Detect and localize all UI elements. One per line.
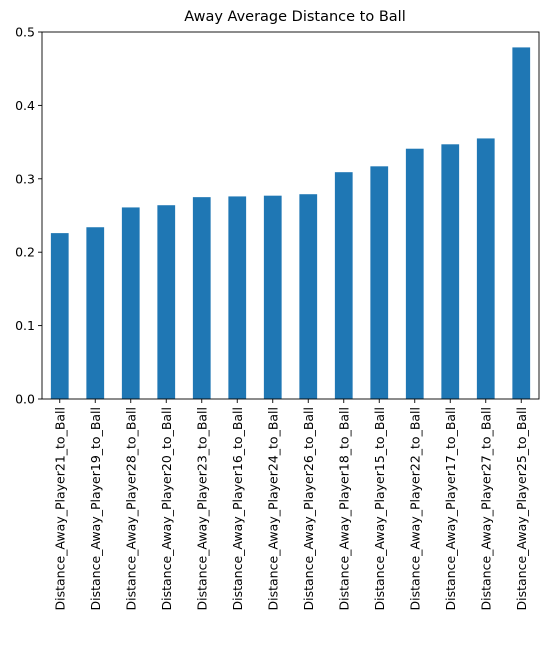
bar-Distance_Away_Player20_to_Ball — [157, 205, 176, 399]
bar-Distance_Away_Player17_to_Ball — [441, 144, 460, 399]
x-tick-label: Distance_Away_Player22_to_Ball — [407, 407, 422, 611]
bar-Distance_Away_Player23_to_Ball — [192, 197, 211, 399]
bar-Distance_Away_Player18_to_Ball — [334, 172, 353, 399]
x-tick-label: Distance_Away_Player27_to_Ball — [478, 407, 493, 611]
x-tick-label: Distance_Away_Player15_to_Ball — [372, 407, 387, 611]
plot-frame — [41, 31, 540, 400]
y-axis: 0.0 0.1 0.2 0.3 0.4 0.5 — [15, 25, 42, 407]
bar-Distance_Away_Player26_to_Ball — [299, 194, 318, 399]
x-tick-label: Distance_Away_Player24_to_Ball — [265, 407, 280, 611]
x-tick-label: Distance_Away_Player21_to_Ball — [52, 407, 67, 611]
x-tick-label: Distance_Away_Player23_to_Ball — [194, 407, 209, 611]
y-tick-label: 0.4 — [15, 98, 35, 113]
bar-Distance_Away_Player24_to_Ball — [263, 195, 282, 399]
x-tick-label: Distance_Away_Player26_to_Ball — [301, 407, 316, 611]
bar-Distance_Away_Player15_to_Ball — [370, 166, 389, 399]
y-tick-label: 0.2 — [15, 245, 35, 260]
x-tick-label: Distance_Away_Player17_to_Ball — [443, 407, 458, 611]
bar-Distance_Away_Player16_to_Ball — [228, 196, 247, 399]
bar-Distance_Away_Player28_to_Ball — [121, 207, 140, 399]
bar-Distance_Away_Player27_to_Ball — [476, 138, 495, 399]
x-axis: Distance_Away_Player21_to_Ball Distance_A… — [52, 399, 529, 611]
y-tick-label: 0.5 — [15, 25, 35, 40]
bar-Distance_Away_Player25_to_Ball — [512, 47, 531, 399]
x-tick-label: Distance_Away_Player28_to_Ball — [123, 407, 138, 611]
x-tick-label: Distance_Away_Player19_to_Ball — [88, 407, 103, 611]
y-tick-label: 0.1 — [15, 318, 35, 333]
bar-Distance_Away_Player19_to_Ball — [86, 227, 105, 399]
bar-Distance_Away_Player22_to_Ball — [405, 148, 424, 399]
x-tick-label: Distance_Away_Player16_to_Ball — [230, 407, 245, 611]
x-tick-label: Distance_Away_Player20_to_Ball — [159, 407, 174, 611]
y-tick-label: 0.0 — [15, 392, 35, 407]
chart-title: Away Average Distance to Ball — [184, 9, 406, 25]
bar-Distance_Away_Player21_to_Ball — [50, 233, 69, 399]
x-tick-label: Distance_Away_Player25_to_Ball — [514, 407, 529, 611]
y-tick-label: 0.3 — [15, 171, 35, 186]
bars-group — [50, 47, 531, 399]
x-tick-label: Distance_Away_Player18_to_Ball — [336, 407, 351, 611]
